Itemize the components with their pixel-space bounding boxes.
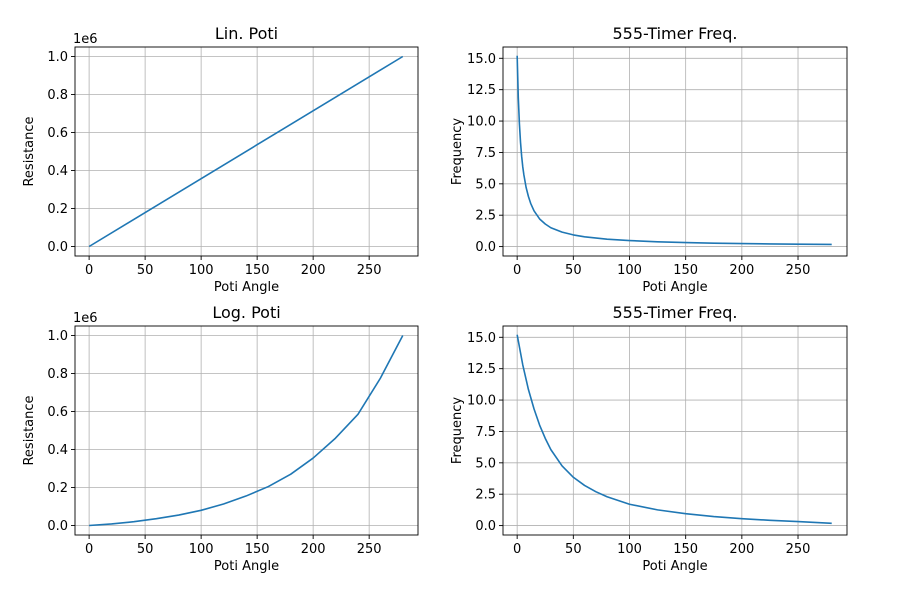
y-tick-label: 0.4 [47, 443, 68, 458]
y-tick-label: 0.2 [47, 481, 68, 496]
chart-title: 555-Timer Freq. [612, 303, 737, 322]
y-tick-label: 10.0 [467, 115, 496, 130]
y-tick-label: 0.0 [475, 240, 496, 255]
y-tick-label: 7.5 [475, 425, 496, 440]
x-tick-label: 0 [85, 263, 93, 278]
chart-title: Lin. Poti [215, 24, 278, 43]
x-tick-label: 100 [189, 542, 214, 557]
series-line-1 [516, 334, 832, 525]
subplot-3: 0 50 100 150 200 250 0.0 0.2 0.4 0.6 0.8 1.0 Log. Po… [22, 303, 419, 574]
series-line-1 [89, 335, 404, 527]
x-tick-label: 150 [673, 263, 698, 278]
x-axis-label: Poti Angle [642, 280, 707, 295]
axes-frame [74, 46, 419, 257]
y-axis-label: Frequency [450, 118, 465, 185]
y-tick-label: 0.0 [47, 519, 68, 534]
y-tick-label: 15.0 [467, 52, 496, 67]
series-line-1 [88, 55, 404, 248]
x-tick-label: 200 [301, 542, 326, 557]
y-tick-label: 5.0 [475, 456, 496, 471]
x-tick-label: 50 [565, 542, 582, 557]
y-tick-label: 7.5 [475, 146, 496, 161]
axes-frame [74, 325, 419, 536]
chart-title: Log. Poti [212, 303, 280, 322]
x-tick-label: 200 [729, 542, 754, 557]
y-tick-label: 15.0 [467, 331, 496, 346]
x-tick-label: 50 [565, 263, 582, 278]
x-tick-label: 50 [137, 542, 154, 557]
subplot-1: 0 50 100 150 200 250 0.0 0.2 0.4 0.6 0.8 1.0 Lin. Po… [22, 24, 419, 295]
y-tick-label: 12.5 [467, 362, 496, 377]
x-axis-label: Poti Angle [214, 559, 279, 574]
y-axis-label: Resistance [22, 116, 37, 186]
y-axis-label: Resistance [22, 395, 37, 465]
x-tick-label: 50 [137, 263, 154, 278]
x-tick-label: 150 [245, 542, 270, 557]
y-tick-label: 0.0 [475, 519, 496, 534]
x-tick-label: 150 [245, 263, 270, 278]
series-line-1 [516, 55, 832, 246]
chart-title: 555-Timer Freq. [612, 24, 737, 43]
x-tick-label: 250 [786, 542, 811, 557]
axes-frame [502, 46, 848, 257]
x-tick-label: 250 [357, 542, 382, 557]
subplot-4: 0 50 100 150 200 250 0.0 2.5 5.0 7.5 10.0 12.5 15.0 5… [450, 303, 848, 574]
x-tick-label: 0 [513, 263, 521, 278]
subplot-2: 0 50 100 150 200 250 0.0 2.5 5.0 7.5 10.0 12.5 15.0 5… [450, 24, 848, 295]
x-tick-label: 250 [357, 263, 382, 278]
y-tick-label: 0.6 [47, 126, 68, 141]
x-tick-label: 250 [786, 263, 811, 278]
y-tick-label: 0.8 [47, 88, 68, 103]
axes-frame [502, 325, 848, 536]
y-tick-label: 2.5 [475, 209, 496, 224]
y-tick-label: 12.5 [467, 83, 496, 98]
x-tick-label: 0 [85, 542, 93, 557]
y-offset-text: 1e6 [73, 311, 98, 326]
y-tick-label: 0.8 [47, 367, 68, 382]
x-tick-label: 200 [729, 263, 754, 278]
y-tick-label: 0.2 [47, 202, 68, 217]
y-offset-text: 1e6 [73, 32, 98, 47]
x-tick-label: 100 [189, 263, 214, 278]
y-tick-label: 5.0 [475, 177, 496, 192]
x-tick-label: 100 [617, 542, 642, 557]
x-axis-label: Poti Angle [214, 280, 279, 295]
y-tick-label: 10.0 [467, 394, 496, 409]
y-tick-label: 2.5 [475, 488, 496, 503]
y-tick-label: 0.6 [47, 405, 68, 420]
x-tick-label: 150 [673, 542, 698, 557]
y-axis-label: Frequency [450, 397, 465, 464]
x-axis-label: Poti Angle [642, 559, 707, 574]
y-tick-label: 0.0 [47, 240, 68, 255]
x-tick-label: 0 [513, 542, 521, 557]
x-tick-label: 100 [617, 263, 642, 278]
y-tick-label: 1.0 [47, 50, 68, 65]
y-tick-label: 0.4 [47, 164, 68, 179]
x-tick-label: 200 [301, 263, 326, 278]
y-tick-label: 1.0 [47, 329, 68, 344]
